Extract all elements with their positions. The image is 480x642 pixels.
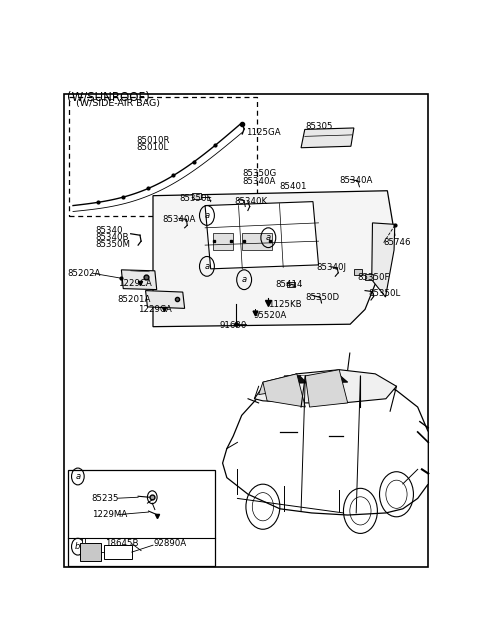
- Text: a: a: [266, 233, 271, 242]
- Polygon shape: [284, 375, 348, 383]
- Text: 85201A: 85201A: [118, 295, 151, 304]
- Text: 85202A: 85202A: [67, 269, 101, 278]
- Bar: [242, 233, 272, 250]
- Text: 85010L: 85010L: [136, 143, 168, 152]
- Text: a: a: [204, 211, 209, 220]
- Text: 85235: 85235: [92, 494, 119, 503]
- Bar: [287, 282, 295, 286]
- Text: 85350G: 85350G: [242, 169, 276, 178]
- Text: 85010R: 85010R: [136, 136, 170, 145]
- Text: 85350L: 85350L: [369, 288, 401, 297]
- Bar: [81, 542, 101, 562]
- Polygon shape: [254, 370, 396, 403]
- Polygon shape: [305, 370, 348, 407]
- Bar: [354, 269, 362, 275]
- Bar: [365, 273, 373, 280]
- Text: 85305: 85305: [305, 122, 333, 131]
- Bar: [213, 233, 233, 250]
- Text: 85340A: 85340A: [242, 177, 276, 186]
- Text: 1229MA: 1229MA: [92, 510, 127, 519]
- Polygon shape: [259, 374, 297, 395]
- Text: 85350D: 85350D: [305, 293, 340, 302]
- Text: 85340A: 85340A: [339, 177, 372, 186]
- Text: 1229CA: 1229CA: [118, 279, 151, 288]
- Text: 1125KB: 1125KB: [268, 300, 302, 309]
- Bar: [192, 193, 202, 199]
- Text: 18645B: 18645B: [105, 539, 138, 548]
- Text: 85340B: 85340B: [96, 232, 129, 241]
- Text: 85350M: 85350M: [96, 239, 131, 248]
- Polygon shape: [372, 223, 395, 297]
- Polygon shape: [205, 202, 319, 269]
- Text: 1125GA: 1125GA: [246, 128, 281, 137]
- Text: 85401: 85401: [279, 182, 307, 191]
- Text: 85340: 85340: [96, 226, 123, 235]
- Text: 85340A: 85340A: [162, 215, 196, 224]
- Bar: [69, 97, 257, 216]
- Text: (W/SUNROOF): (W/SUNROOF): [67, 91, 149, 103]
- Text: 85350F: 85350F: [358, 273, 390, 282]
- Text: 85340K: 85340K: [235, 196, 268, 205]
- Text: 85350E: 85350E: [179, 194, 212, 203]
- Text: 85414: 85414: [276, 280, 303, 289]
- Text: 92890A: 92890A: [153, 539, 186, 548]
- Text: a: a: [204, 262, 209, 271]
- Polygon shape: [145, 291, 185, 308]
- Bar: [68, 470, 215, 566]
- Polygon shape: [121, 270, 156, 290]
- Polygon shape: [153, 191, 395, 327]
- Bar: [104, 545, 132, 559]
- Text: 85340J: 85340J: [317, 263, 347, 272]
- Text: 91630: 91630: [220, 321, 247, 330]
- Polygon shape: [223, 376, 428, 515]
- Text: a: a: [75, 472, 81, 481]
- Text: 1229CA: 1229CA: [138, 305, 172, 314]
- Text: 85746: 85746: [384, 238, 411, 247]
- Polygon shape: [301, 376, 326, 380]
- Polygon shape: [263, 374, 305, 407]
- Text: (W/SIDE-AIR BAG): (W/SIDE-AIR BAG): [76, 100, 160, 108]
- Text: b: b: [75, 542, 81, 551]
- Bar: [82, 538, 85, 542]
- Text: 95520A: 95520A: [253, 311, 287, 320]
- Polygon shape: [301, 128, 354, 148]
- Text: a: a: [241, 275, 247, 284]
